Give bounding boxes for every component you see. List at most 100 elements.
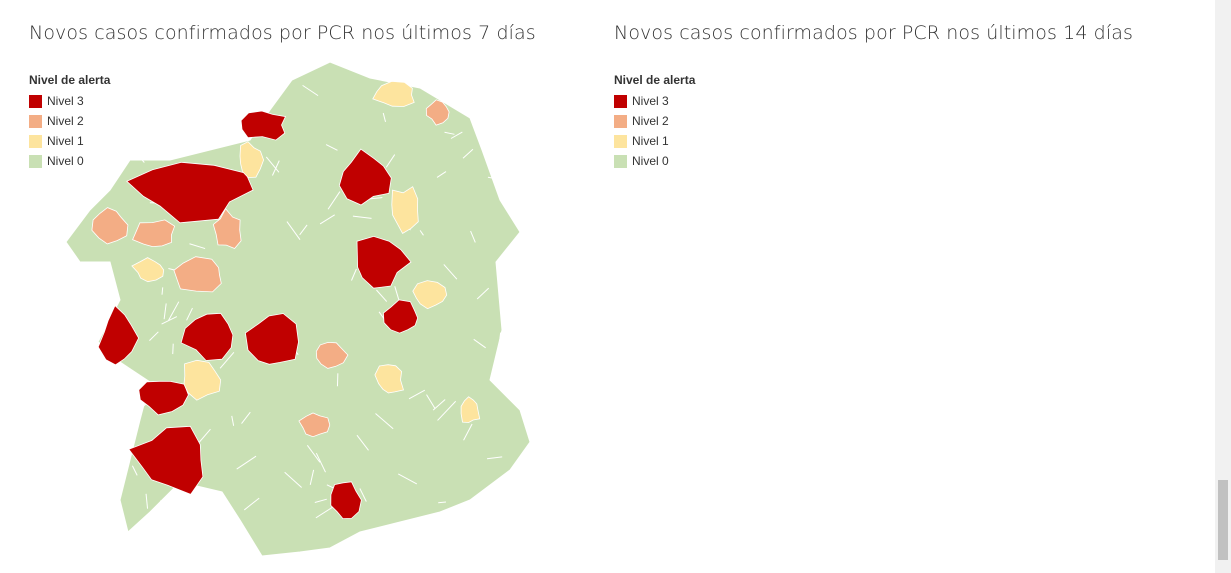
legend-swatch (29, 154, 42, 168)
municipality (212, 207, 242, 249)
municipality-border (154, 77, 170, 97)
municipality-border (299, 224, 308, 236)
municipality-border (231, 415, 235, 426)
municipality-border (168, 301, 180, 321)
municipality-border (189, 108, 207, 122)
legend-label: Nivel 0 (632, 154, 669, 168)
legend-title: Nivel de alerta (29, 73, 111, 87)
municipality-border (352, 215, 372, 219)
legend-swatch (29, 94, 42, 108)
municipality-border (172, 343, 174, 355)
municipality-border (351, 268, 357, 281)
municipality-border (325, 144, 338, 151)
legend-label: Nivel 1 (47, 134, 84, 148)
municipality (330, 481, 362, 520)
municipality-border (487, 176, 498, 180)
municipality-border (315, 506, 334, 519)
municipality (126, 161, 254, 224)
municipality-border (185, 107, 197, 122)
municipality-border (486, 456, 503, 460)
legend-item: Nivel 0 (614, 151, 695, 171)
municipality (239, 141, 265, 178)
municipality (425, 99, 450, 126)
municipality-border (444, 131, 455, 135)
municipality-border (189, 243, 206, 250)
municipality-border (483, 78, 504, 92)
municipality (132, 219, 176, 248)
legend-item: Nivel 0 (29, 151, 110, 171)
legend-label: Nivel 2 (632, 114, 669, 128)
municipality-border (302, 84, 319, 97)
legend-item: Nivel 1 (614, 131, 695, 151)
map (65, 61, 531, 557)
legend-swatch (614, 94, 627, 108)
municipality-border (470, 230, 476, 243)
municipality (372, 80, 415, 107)
municipality-border (131, 465, 138, 476)
municipality-border (368, 197, 383, 200)
municipality (356, 235, 412, 289)
legend-label: Nivel 3 (47, 94, 84, 108)
municipality-border (241, 411, 251, 424)
municipality-border (436, 171, 447, 178)
municipality-border (319, 214, 335, 225)
municipality (460, 396, 481, 423)
municipality-border (359, 488, 367, 502)
municipality-border (327, 191, 341, 210)
legend-swatch (29, 134, 42, 148)
map-title: Novos casos confirmados por PCR nos últi… (29, 22, 536, 44)
municipality (244, 313, 299, 365)
municipality-border (376, 289, 388, 302)
municipality-border (315, 453, 326, 473)
municipality-border (236, 455, 257, 470)
municipality-border (145, 493, 149, 509)
municipality (128, 425, 204, 495)
municipality-border (286, 221, 301, 240)
legend-label: Nivel 0 (47, 154, 84, 168)
municipality (374, 364, 405, 394)
legend-label: Nivel 3 (632, 94, 669, 108)
municipality-border (397, 473, 418, 485)
municipality-border (161, 316, 178, 325)
municipality-border (168, 496, 171, 513)
municipality-border (135, 403, 147, 414)
legend-item: Nivel 2 (614, 111, 695, 131)
legend-label: Nivel 2 (47, 114, 84, 128)
legend-item: Nivel 2 (29, 111, 110, 131)
municipality-border (284, 471, 302, 488)
municipality-border (306, 445, 321, 463)
region-outline (65, 61, 531, 557)
municipality-border (408, 389, 426, 400)
municipality-border (314, 498, 327, 503)
legend-swatch (614, 114, 627, 128)
municipality-border (99, 401, 121, 414)
municipality-border (473, 338, 486, 349)
legend-swatch (614, 134, 627, 148)
municipality-border (432, 399, 446, 411)
municipality (298, 412, 331, 438)
municipality-border (462, 148, 474, 159)
legend-item: Nivel 3 (614, 91, 695, 111)
municipality-border (438, 501, 447, 504)
municipality-border (163, 303, 167, 320)
municipality-border (161, 287, 164, 295)
municipality-border (426, 394, 436, 409)
municipality (180, 312, 234, 361)
municipality (183, 359, 222, 401)
municipality-border (265, 156, 280, 173)
municipality (173, 256, 222, 293)
legend: Nivel de alerta Nivel 3 Nivel 2 Nivel 1 Nive… (614, 73, 695, 171)
municipality-border (165, 126, 180, 134)
municipality (338, 148, 392, 206)
municipality-border (149, 331, 159, 341)
scrollbar-thumb[interactable] (1218, 480, 1228, 560)
municipality (315, 341, 349, 369)
legend-item: Nivel 1 (29, 131, 110, 151)
municipality-border (450, 131, 463, 139)
municipality-border (476, 287, 490, 300)
legend-label: Nivel 1 (632, 134, 669, 148)
scrollbar[interactable] (1215, 0, 1231, 573)
municipality-border (443, 264, 458, 280)
municipality (240, 110, 287, 141)
